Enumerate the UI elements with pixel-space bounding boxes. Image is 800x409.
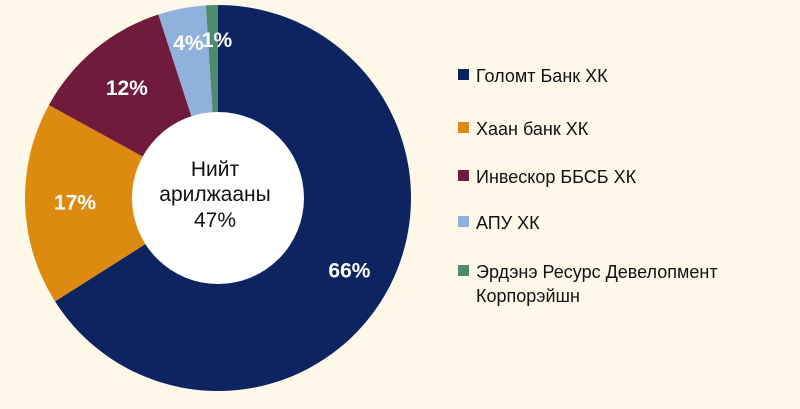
slice-label-0: 66% xyxy=(328,259,370,282)
slice-label-2: 12% xyxy=(106,77,148,100)
legend-label-erdene: Эрдэнэ Ресурс Девелопмент Корпорэйшн xyxy=(476,262,718,306)
legend-swatch-apu xyxy=(458,216,469,227)
donut-hole xyxy=(132,112,304,284)
legend-swatch-erdene xyxy=(458,265,469,276)
slice-label-4: 1% xyxy=(202,29,233,52)
legend-item-erdene: Эрдэнэ Ресурс Девелопмент Корпорэйшн xyxy=(458,260,786,308)
center-label-line-2: арилжааны xyxy=(159,183,270,206)
center-label-line-3: 47% xyxy=(194,209,236,232)
legend-swatch-invescore xyxy=(458,170,469,181)
legend-item-apu: АПУ ХК xyxy=(458,211,786,235)
legend-swatch-khaan xyxy=(458,122,469,133)
center-label-line-1: Нийт xyxy=(191,158,240,181)
slice-1 xyxy=(24,105,219,302)
slice-label-3: 4% xyxy=(173,32,204,55)
legend-label-golomt: Голомт Банк ХК xyxy=(476,66,608,86)
legend-label-invescore: Инвескор ББСБ ХК xyxy=(476,167,637,187)
legend-item-invescore: Инвескор ББСБ ХК xyxy=(458,165,786,189)
legend-label-khaan: Хаан банк ХК xyxy=(476,119,589,139)
legend-item-khaan: Хаан банк ХК xyxy=(458,117,786,141)
slice-label-1: 17% xyxy=(54,191,96,214)
legend-item-golomt: Голомт Банк ХК xyxy=(458,64,786,88)
legend-swatch-golomt xyxy=(458,69,469,80)
slice-labels-group: 66% 17% 12% 4%1% xyxy=(54,29,371,282)
legend-label-apu: АПУ ХК xyxy=(476,213,540,233)
